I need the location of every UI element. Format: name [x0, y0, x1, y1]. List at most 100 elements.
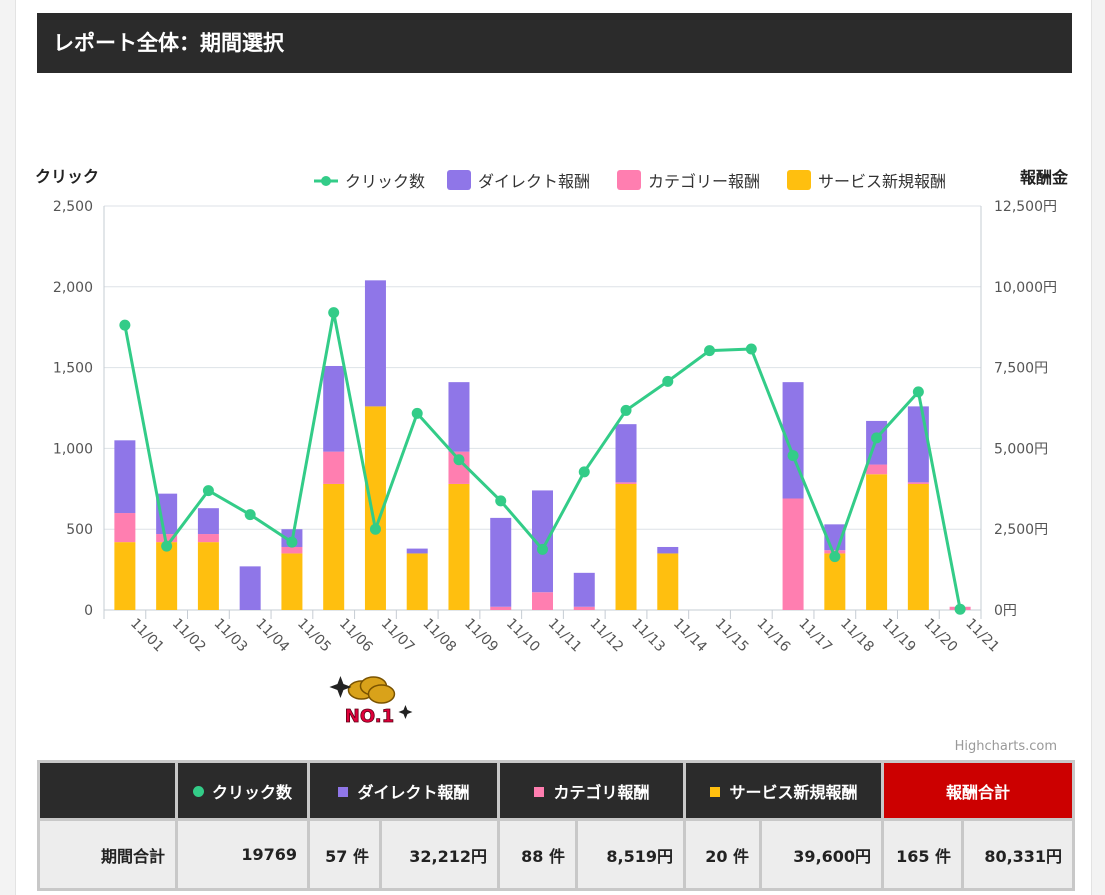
right-axis-tick-label: 7,500円 [994, 361, 1048, 377]
x-axis-tick-label: 11/20 [921, 616, 961, 656]
legend-swatch-icon [447, 170, 471, 190]
click-point [161, 540, 173, 552]
category-bar [490, 606, 512, 610]
chart-legend[interactable]: クリック数 ダイレクト報酬 カテゴリー報酬 サービス新規報酬 [314, 170, 946, 191]
direct-bar [490, 517, 512, 607]
legend-item-label: カテゴリー報酬 [648, 172, 760, 191]
service-bar [406, 553, 428, 610]
direct-bar [448, 382, 470, 452]
summary-header-service: サービス新規報酬 [683, 760, 885, 821]
click-point [745, 343, 757, 355]
category-bar [782, 498, 804, 610]
direct-bar [114, 440, 136, 514]
x-axis-tick-label: 11/21 [962, 616, 1002, 656]
sparkle-icon [329, 676, 352, 698]
x-axis-tick-label: 11/14 [670, 616, 710, 656]
right-axis-tick-label: 5,000円 [994, 441, 1048, 457]
summary-header-total: 報酬合計 [881, 760, 1076, 821]
x-axis-tick-label: 11/01 [127, 616, 167, 656]
service-bar [281, 553, 303, 610]
category-bar [532, 592, 553, 610]
summary-direct-amount: 32,212円 [378, 818, 501, 891]
summary-direct-count: 57 件 [307, 818, 382, 891]
left-axis-tick-label: 1,500 [53, 361, 93, 377]
category-bar [907, 482, 929, 484]
summary-total-count: 165 件 [881, 818, 965, 891]
x-axis-tick-label: 11/13 [628, 616, 668, 656]
service-bar [323, 483, 345, 610]
click-point [495, 495, 507, 507]
category-bar [866, 464, 888, 475]
service-bar [907, 483, 929, 610]
summary-service-amount: 39,600円 [759, 818, 885, 891]
direct-bar [364, 280, 386, 407]
x-axis-tick-label: 11/06 [336, 616, 376, 656]
service-bar [866, 474, 888, 610]
summary-header-row: クリック数 ダイレクト報酬 カテゴリ報酬 サービス新規報酬 報酬合計 [37, 760, 1076, 821]
direct-bar [532, 490, 553, 593]
x-axis-tick-label: 11/05 [294, 616, 334, 656]
service-bar [156, 542, 178, 610]
legend-swatch-icon [787, 170, 811, 190]
summary-row-label: 期間合計 [37, 818, 178, 891]
summary-row: 期間合計 19769 57 件 32,212円 88 件 8,519円 20 件… [37, 818, 1076, 891]
x-axis-tick-label: 11/10 [503, 616, 543, 656]
direct-bar [197, 508, 219, 535]
right-axis-tick-label: 2,500円 [994, 522, 1048, 538]
service-bar [448, 483, 470, 610]
service-bar [657, 553, 679, 610]
direct-bar [657, 546, 679, 554]
x-axis-tick-label: 11/19 [879, 616, 919, 656]
summary-header-clicks: クリック数 [175, 760, 310, 821]
click-point [244, 509, 256, 521]
legend-click-marker-icon [321, 176, 331, 186]
category-bar [573, 606, 595, 610]
no1-text: NO.1 [345, 706, 394, 727]
click-point [328, 307, 340, 319]
click-line-series[interactable] [119, 307, 966, 615]
x-axis-tick-label: 11/11 [545, 616, 585, 656]
summary-category-amount: 8,519円 [575, 818, 687, 891]
category-square-icon [533, 786, 544, 797]
service-bar [364, 406, 386, 610]
summary-header-clicks-label: クリック数 [211, 782, 292, 802]
right-axis-title: 報酬金 [1020, 168, 1069, 187]
click-point [202, 485, 214, 497]
summary-header-direct: ダイレクト報酬 [306, 760, 501, 821]
direct-bar [239, 566, 261, 610]
bar-series[interactable] [114, 280, 971, 610]
direct-bar [323, 365, 345, 452]
category-bar [323, 451, 345, 484]
summary-service-count: 20 件 [683, 818, 763, 891]
legend-swatch-icon [617, 170, 641, 190]
click-point [620, 404, 632, 416]
summary-header-blank [37, 760, 178, 821]
report-chart: 0 0円 500 2,500円 1,000 5,000円 1,500 7,500円 2,000 1… [35, 167, 1069, 727]
direct-bar [573, 572, 595, 607]
summary-header-category: カテゴリ報酬 [497, 760, 687, 821]
x-axis-tick-label: 11/09 [461, 616, 501, 656]
x-axis-tick-label: 11/12 [586, 616, 626, 656]
x-axis-tick-label: 11/18 [837, 616, 877, 656]
x-axis-tick-label: 11/15 [712, 616, 752, 656]
click-point [453, 454, 465, 466]
summary-category-count: 88 件 [497, 818, 579, 891]
direct-bar [406, 548, 428, 554]
category-bar [615, 482, 637, 484]
highcharts-credits[interactable]: Highcharts.com [954, 739, 1057, 754]
service-bar [114, 542, 136, 610]
direct-bar [907, 406, 929, 483]
service-bar [197, 542, 219, 610]
summary-total-amount: 80,331円 [961, 818, 1076, 891]
coin-icon [367, 684, 396, 704]
click-point [787, 450, 799, 462]
category-bar [281, 546, 303, 554]
x-axis-tick-label: 11/02 [169, 616, 209, 656]
summary-header-direct-label: ダイレクト報酬 [357, 782, 470, 802]
x-axis-tick-label: 11/07 [378, 616, 418, 656]
click-dot-icon [192, 785, 204, 797]
category-bar [197, 534, 219, 543]
right-axis-tick-label: 0円 [994, 603, 1017, 619]
click-point [662, 375, 674, 387]
left-axis-title: クリック [35, 167, 99, 186]
